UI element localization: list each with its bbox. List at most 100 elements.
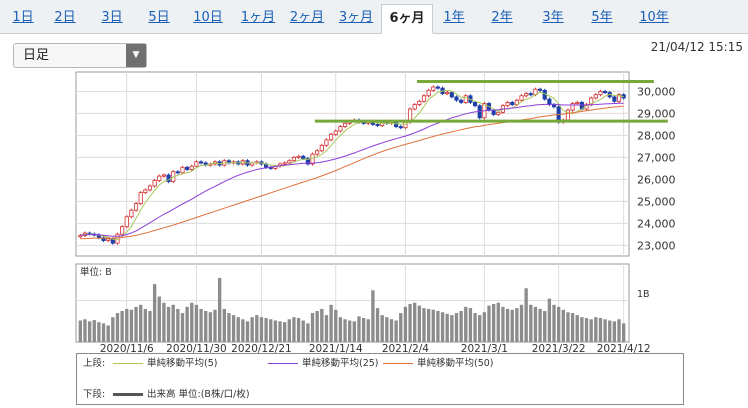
- candle-body: [603, 91, 608, 94]
- volume-bar: [580, 317, 584, 342]
- volume-tick-label: 1B: [637, 289, 650, 300]
- volume-bar: [315, 311, 319, 342]
- legend-ma50-swatch: [383, 363, 413, 364]
- volume-bar: [166, 306, 171, 342]
- volume-bar: [589, 319, 593, 342]
- volume-bar: [176, 308, 180, 342]
- dropdown-arrow-icon[interactable]: ▼: [126, 44, 146, 67]
- candle-body: [510, 102, 515, 106]
- candle-body: [315, 150, 320, 155]
- volume-bar: [366, 319, 370, 342]
- period-tabs: 1日 2日 3日 5日 10日 1ヶ月 2ヶ月 3ヶ月 6ヶ月 1年 2年 3年 5年 10年: [0, 0, 748, 34]
- volume-bar: [598, 318, 603, 342]
- volume-bar: [78, 320, 82, 342]
- price-tick-label: 25,000: [637, 195, 676, 208]
- volume-bar: [134, 306, 138, 342]
- volume-bar: [454, 313, 459, 342]
- candle-body: [491, 109, 496, 115]
- volume-bar: [87, 321, 92, 342]
- candle-body: [463, 95, 468, 103]
- price-tick-label: 26,000: [637, 173, 676, 186]
- volume-bar: [510, 309, 514, 342]
- candle-body: [575, 102, 580, 105]
- tab-9[interactable]: 1年: [443, 10, 465, 25]
- volume-bar: [101, 323, 106, 342]
- candle-body: [180, 166, 185, 174]
- volume-bar: [608, 320, 612, 342]
- legend-lower-label: 下段:: [83, 389, 106, 400]
- tab-8[interactable]: 6ヶ月: [381, 4, 433, 34]
- volume-bar: [217, 277, 222, 342]
- legend-volume: 出来高 単位:(B株/口/枚): [113, 388, 250, 402]
- tab-5[interactable]: 1ヶ月: [240, 10, 276, 25]
- volume-bar: [491, 303, 496, 342]
- volume-bar: [473, 313, 477, 342]
- price-tick-label: 28,000: [637, 129, 676, 142]
- legend-ma5: 単純移動平均(5): [113, 357, 217, 371]
- volume-bar: [561, 309, 565, 342]
- tab-3[interactable]: 5日: [148, 10, 170, 25]
- volume-bar: [194, 304, 199, 342]
- legend-ma50: 単純移動平均(50): [383, 357, 494, 371]
- volume-bar: [575, 315, 579, 342]
- volume-bar: [338, 317, 343, 342]
- tab-2[interactable]: 3日: [101, 10, 123, 25]
- tab-1[interactable]: 2日: [54, 10, 76, 25]
- tab-6[interactable]: 2ヶ月: [289, 10, 325, 25]
- volume-bar: [529, 304, 533, 342]
- candle-body: [319, 144, 324, 152]
- volume-bar: [190, 302, 194, 342]
- volume-bar: [324, 315, 329, 342]
- volume-bar: [231, 315, 236, 342]
- candle-body: [120, 226, 125, 235]
- candle-body: [547, 98, 552, 105]
- tab-4[interactable]: 10日: [193, 10, 223, 25]
- candle-period-value: 日足: [23, 48, 50, 63]
- candle-body: [324, 139, 329, 146]
- tab-11[interactable]: 3年: [542, 10, 564, 25]
- volume-bar: [120, 311, 124, 342]
- volume-bar: [482, 312, 487, 342]
- volume-bar: [83, 319, 87, 342]
- candle-body: [426, 89, 431, 97]
- candle-body: [528, 93, 533, 96]
- volume-bar: [287, 319, 291, 342]
- volume-bar: [162, 302, 166, 342]
- tab-7[interactable]: 3ヶ月: [338, 10, 374, 25]
- tab-10[interactable]: 2年: [491, 10, 513, 25]
- volume-bar: [552, 304, 556, 342]
- candle-body: [133, 203, 139, 211]
- price-tick-label: 29,000: [637, 107, 676, 120]
- volume-bar: [533, 306, 538, 342]
- volume-bar: [547, 298, 552, 342]
- volume-bar: [222, 308, 226, 342]
- volume-unit-label: 単位: B: [80, 266, 112, 278]
- candle-body: [593, 94, 598, 99]
- volume-bar: [538, 308, 542, 342]
- legend-lower-row: 下段: 出来高 単位:(B株/口/枚): [83, 388, 250, 402]
- volume-bar: [440, 312, 445, 342]
- volume-bar: [185, 306, 189, 342]
- volume-bar: [450, 315, 454, 342]
- volume-bar: [139, 304, 143, 342]
- candle-period-select[interactable]: 日足 ▼: [13, 43, 147, 68]
- volume-bar: [199, 308, 203, 342]
- volume-bar: [97, 322, 101, 342]
- ma50-line: [80, 105, 624, 240]
- candle-body: [449, 92, 454, 98]
- volume-bar: [389, 319, 394, 342]
- volume-bar: [255, 315, 259, 342]
- chart-legend: 上段: 単純移動平均(5) 単純移動平均(25) 単純移動平均(50) 下段: …: [76, 353, 684, 405]
- volume-bar: [250, 317, 254, 342]
- tab-13[interactable]: 10年: [639, 10, 669, 25]
- tab-0[interactable]: 1日: [12, 10, 34, 25]
- volume-bar: [361, 318, 366, 342]
- candle-body: [342, 122, 348, 128]
- volume-bar: [417, 305, 422, 342]
- volume-bar: [157, 296, 161, 342]
- x-tick-label: 2020/11/30: [166, 343, 227, 355]
- candle-body: [417, 100, 422, 106]
- candle-body: [152, 180, 157, 187]
- tab-12[interactable]: 5年: [591, 10, 613, 25]
- legend-upper-row: 上段: 単純移動平均(5) 単純移動平均(25) 単純移動平均(50): [83, 357, 494, 371]
